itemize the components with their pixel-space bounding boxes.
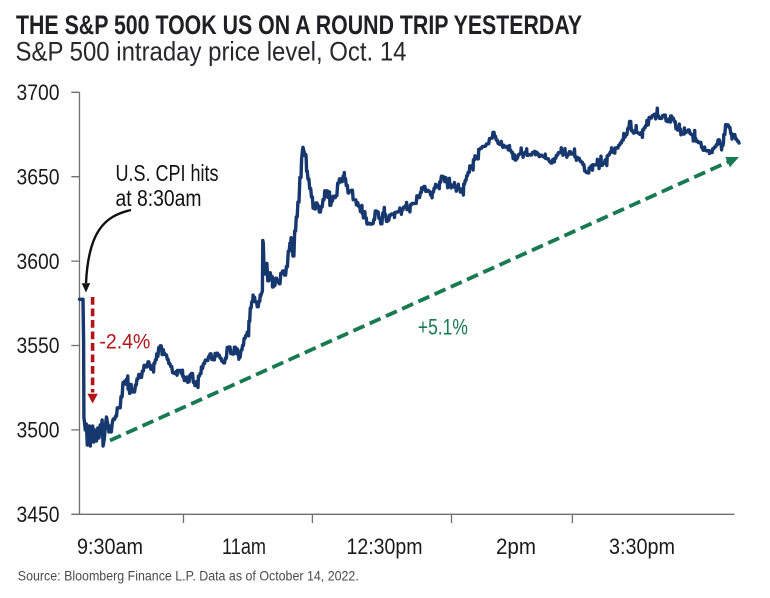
svg-text:3550: 3550	[17, 333, 60, 358]
svg-text:THE S&P 500 TOOK US ON A ROUND: THE S&P 500 TOOK US ON A ROUND TRIP YEST…	[16, 10, 582, 40]
svg-text:-2.4%: -2.4%	[99, 330, 150, 354]
svg-text:9:30am: 9:30am	[77, 534, 143, 559]
svg-text:11am: 11am	[222, 534, 266, 559]
svg-text:Source: Bloomberg Finance L.P.: Source: Bloomberg Finance L.P. Data as o…	[18, 567, 359, 583]
svg-text:+5.1%: +5.1%	[418, 314, 468, 339]
svg-text:3500: 3500	[17, 418, 60, 443]
svg-text:2pm: 2pm	[496, 534, 536, 559]
svg-text:S&P 500 intraday price level,: S&P 500 intraday price level, Oct. 14	[16, 36, 407, 66]
svg-text:3:30pm: 3:30pm	[609, 534, 675, 559]
svg-text:12:30pm: 12:30pm	[347, 534, 423, 559]
svg-text:3700: 3700	[17, 80, 60, 105]
svg-text:U.S. CPI hits: U.S. CPI hits	[116, 160, 219, 186]
svg-text:3650: 3650	[17, 164, 60, 189]
svg-text:at 8:30am: at 8:30am	[116, 185, 202, 211]
svg-text:3600: 3600	[17, 249, 60, 274]
svg-text:3450: 3450	[17, 502, 60, 527]
